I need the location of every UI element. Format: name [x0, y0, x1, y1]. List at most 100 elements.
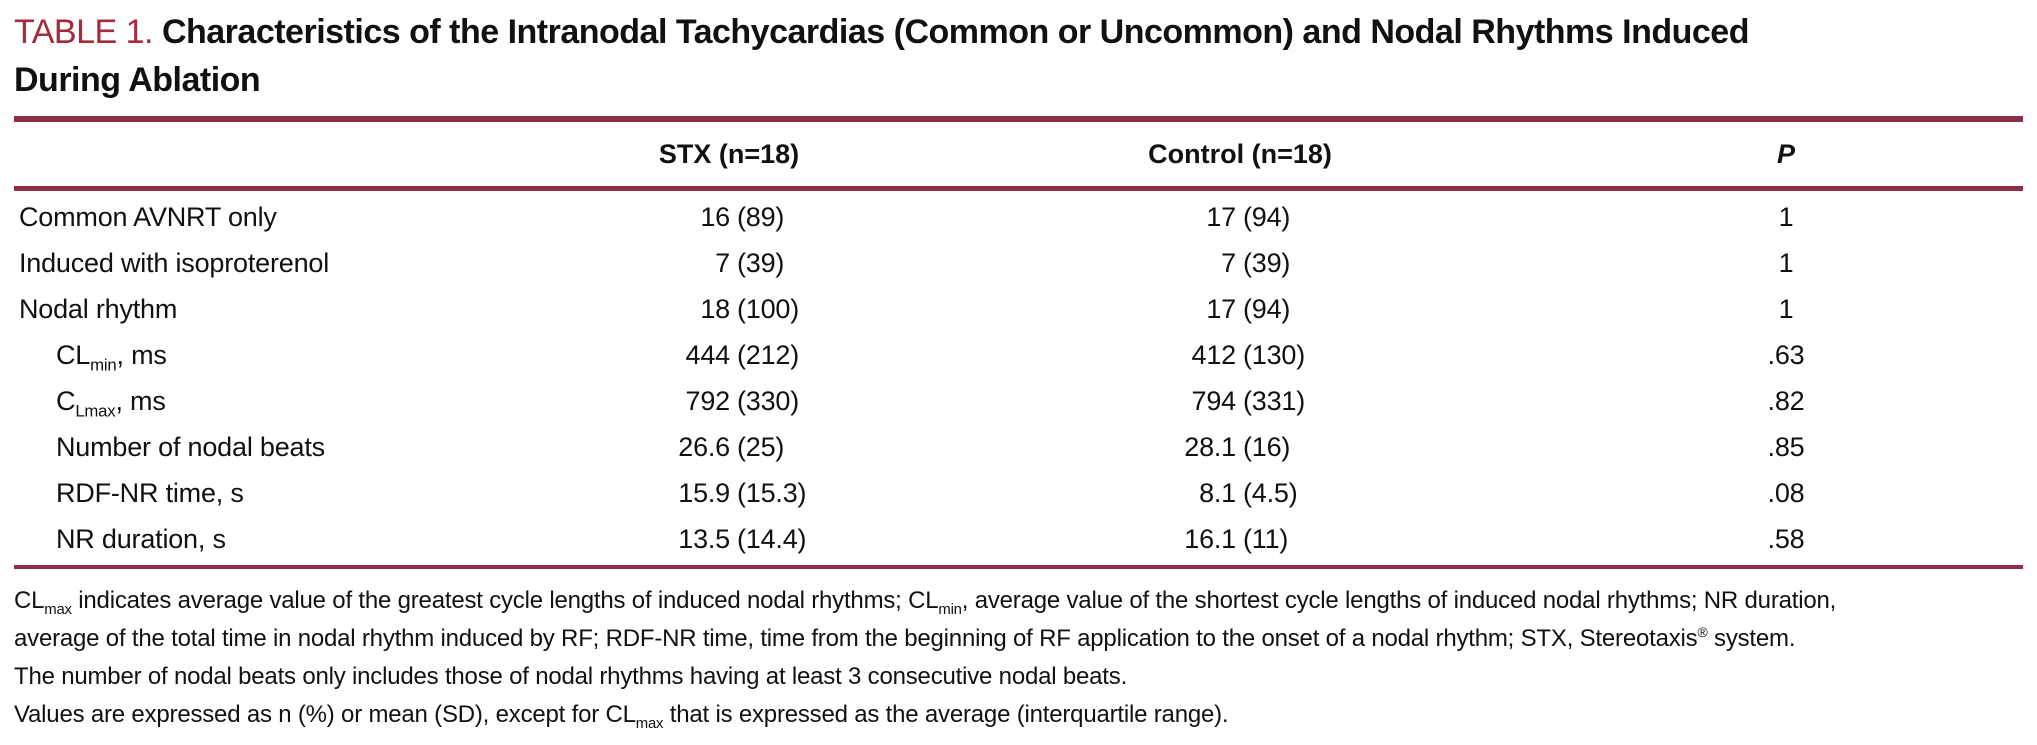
control-value: 16.1 — [1184, 523, 1236, 554]
control-paren-value: (16) — [1243, 431, 1291, 462]
row-label-text: Common AVNRT only — [19, 201, 277, 232]
p-value: 1 — [1778, 201, 1794, 232]
table-row: CLmin, ms 444 (212) 412 (130) .63 — [14, 332, 2023, 378]
footnote-text: Values are expressed as n (%) or mean (S… — [14, 701, 636, 728]
p-value: .82 — [1767, 385, 1805, 416]
stx-paren-value: (100) — [737, 293, 800, 324]
cell-p: 1 — [1614, 294, 2023, 325]
row-label: Number of nodal beats — [14, 432, 614, 463]
stx-paren-value: (330) — [737, 385, 800, 416]
control-value: 8.1 — [1199, 477, 1236, 508]
control-paren-value: (4.5) — [1243, 477, 1298, 508]
cell-control: 28.1 (16) — [1114, 432, 1614, 463]
p-value: 1 — [1778, 293, 1794, 324]
table-header-row: STX (n=18) Control (n=18) P — [14, 122, 2023, 186]
row-label-text: Nodal rhythm — [19, 293, 178, 324]
table-top-rule — [14, 116, 2023, 122]
cell-p: 1 — [1614, 248, 2023, 279]
footnote-subscript: min — [938, 601, 962, 618]
row-label: Induced with isoproterenol — [14, 248, 614, 279]
control-paren-value: (94) — [1243, 293, 1291, 324]
row-label: CLmin, ms — [14, 339, 614, 373]
cell-stx: 444 (212) — [614, 340, 1114, 371]
control-value: 28.1 — [1184, 431, 1236, 462]
stx-paren-value: (89) — [737, 201, 785, 232]
row-label: RDF-NR time, s — [14, 478, 614, 509]
stx-paren-value: (15.3) — [737, 477, 807, 508]
table-bottom-rule — [14, 565, 2023, 569]
control-value: 794 — [1191, 385, 1237, 416]
stx-value: 444 — [685, 339, 731, 370]
row-label-text: Induced with isoproterenol — [19, 247, 329, 278]
p-value: 1 — [1778, 247, 1794, 278]
table-row: NR duration, s 13.5 (14.4) 16.1 (11) .58 — [14, 516, 2023, 562]
row-label-text: NR duration, s — [56, 523, 226, 554]
p-value: .08 — [1767, 477, 1805, 508]
column-header-p: P — [1776, 138, 1795, 169]
row-label-text: Number of nodal beats — [56, 431, 325, 462]
footnote-text: CL — [14, 587, 45, 614]
footnote-text: indicates average value of the greatest … — [71, 587, 939, 614]
control-value: 7 — [1221, 247, 1236, 278]
footnote-subscript: max — [44, 601, 72, 618]
control-value: 412 — [1191, 339, 1237, 370]
header-cell-control: Control (n=18) — [1114, 139, 1614, 170]
cell-p: .58 — [1614, 524, 2023, 555]
stx-value: 18 — [700, 293, 730, 324]
table-row: Induced with isoproterenol 7 (39) 7 (39) 1 — [14, 240, 2023, 286]
cell-p: .82 — [1614, 386, 2023, 417]
footnote-text: average of the total time in nodal rhyth… — [14, 625, 1698, 652]
stx-paren-value: (25) — [737, 431, 785, 462]
table-footnotes: CLmax indicates average value of the gre… — [14, 582, 2023, 734]
cell-control: 7 (39) — [1114, 248, 1614, 279]
p-value: .58 — [1767, 523, 1805, 554]
header-cell-stx: STX (n=18) — [614, 139, 1114, 170]
cell-stx: 26.6 (25) — [614, 432, 1114, 463]
p-value: .85 — [1767, 431, 1805, 462]
registered-trademark-symbol: ® — [1697, 624, 1708, 640]
footnote-line-4: Values are expressed as n (%) or mean (S… — [14, 696, 2023, 734]
row-label: NR duration, s — [14, 524, 614, 555]
column-header-stx: STX (n=18) — [658, 138, 800, 169]
cell-p: .63 — [1614, 340, 2023, 371]
p-value: .63 — [1767, 339, 1805, 370]
stx-value: 26.6 — [678, 431, 730, 462]
table-row: RDF-NR time, s 15.9 (15.3) 8.1 (4.5) .08 — [14, 470, 2023, 516]
stx-paren-value: (39) — [737, 247, 785, 278]
table-title-text-1: Characteristics of the Intranodal Tachyc… — [161, 13, 1750, 51]
footnote-line-1: CLmax indicates average value of the gre… — [14, 582, 2023, 620]
cell-stx: 16 (89) — [614, 202, 1114, 233]
cell-stx: 7 (39) — [614, 248, 1114, 279]
row-label-text: RDF-NR time, s — [56, 477, 244, 508]
table-body: Common AVNRT only 16 (89) 17 (94) 1 Induce… — [14, 191, 2023, 565]
row-label-text: CL — [56, 339, 91, 370]
stx-paren-value: (14.4) — [737, 523, 807, 554]
cell-stx: 18 (100) — [614, 294, 1114, 325]
control-value: 17 — [1206, 201, 1236, 232]
footnote-text: system. — [1707, 625, 1796, 652]
cell-control: 17 (94) — [1114, 294, 1614, 325]
table-number-label: TABLE 1. — [14, 13, 154, 51]
row-label: Common AVNRT only — [14, 202, 614, 233]
footnote-text: , average value of the shortest cycle le… — [961, 587, 1837, 614]
cell-control: 794 (331) — [1114, 386, 1614, 417]
cell-control: 17 (94) — [1114, 202, 1614, 233]
header-cell-p: P — [1614, 139, 2023, 170]
row-label-subscript: Lmax — [75, 400, 116, 420]
row-label-text: C — [56, 385, 76, 416]
cell-control: 8.1 (4.5) — [1114, 478, 1614, 509]
row-label-suffix: , ms — [116, 339, 167, 370]
cell-control: 412 (130) — [1114, 340, 1614, 371]
cell-control: 16.1 (11) — [1114, 524, 1614, 555]
stx-value: 15.9 — [678, 477, 730, 508]
cell-p: 1 — [1614, 202, 2023, 233]
table-row: CLmax, ms 792 (330) 794 (331) .82 — [14, 378, 2023, 424]
table-header-rule — [14, 186, 2023, 191]
stx-value: 792 — [685, 385, 731, 416]
cell-p: .08 — [1614, 478, 2023, 509]
control-paren-value: (39) — [1243, 247, 1291, 278]
control-paren-value: (331) — [1243, 385, 1306, 416]
column-header-control: Control (n=18) — [1148, 138, 1332, 169]
table-title-line-1: TABLE 1. Characteristics of the Intranod… — [14, 8, 2023, 56]
